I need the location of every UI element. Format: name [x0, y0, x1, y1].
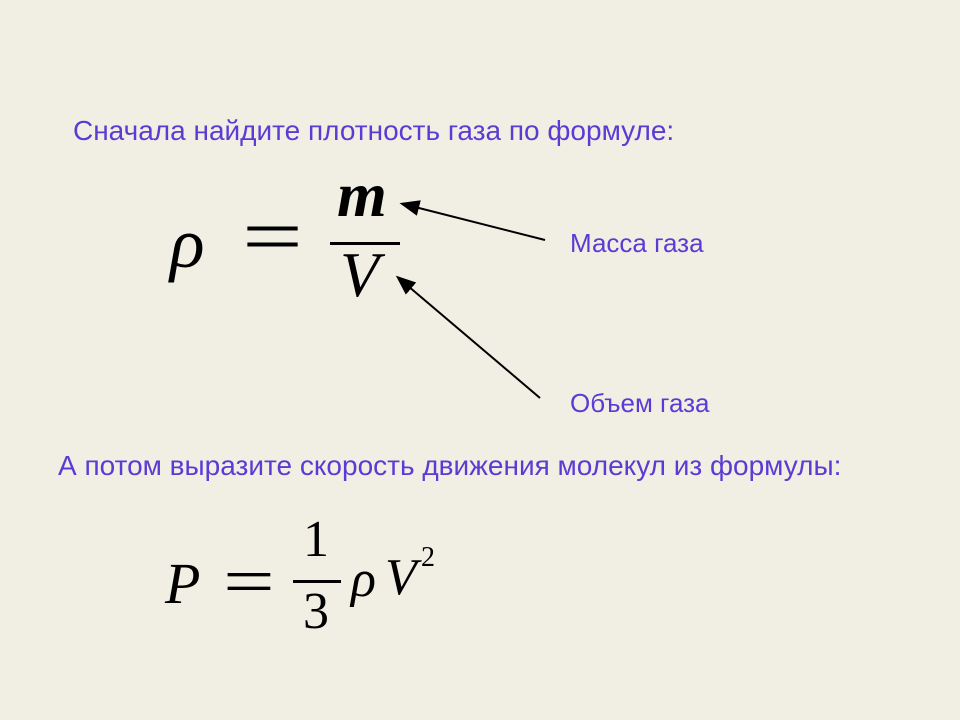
symbol-squared: 2: [421, 542, 435, 574]
symbol-V-2: V: [385, 548, 417, 607]
symbol-rho-2: ρ: [351, 550, 376, 609]
heading-velocity: А потом выразите скорость движения молек…: [58, 450, 841, 482]
symbol-P: P: [165, 550, 200, 617]
label-volume: Объем газа: [570, 388, 710, 419]
symbol-one: 1: [303, 510, 329, 569]
symbol-equals-2: =: [223, 542, 275, 621]
formula-pressure: P = 1 3 ρ V 2: [165, 510, 505, 670]
symbol-three: 3: [303, 582, 329, 641]
